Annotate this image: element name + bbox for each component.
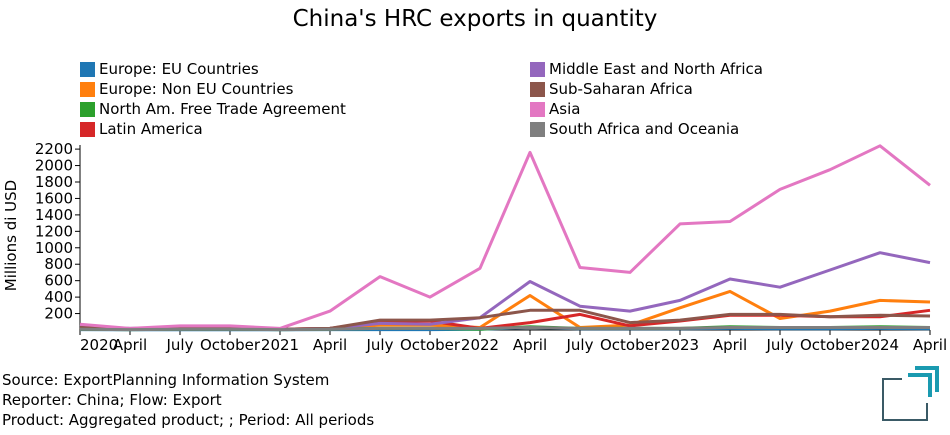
reporter-line: Reporter: China; Flow: Export — [2, 391, 222, 409]
legend-item: South Africa and Oceania — [530, 119, 739, 139]
legend-swatch — [530, 61, 545, 77]
legend-item: North Am. Free Trade Agreement — [80, 99, 346, 119]
x-tick-label: April — [913, 336, 947, 354]
legend-label: Asia — [549, 100, 581, 118]
legend-swatch — [80, 101, 95, 117]
y-tick-label: 1400 — [35, 206, 73, 224]
legend-label: South Africa and Oceania — [549, 120, 740, 138]
x-tick-label: 2022 — [461, 336, 499, 354]
chart-title: China's HRC exports in quantity — [292, 6, 658, 32]
legend-label: Europe: EU Countries — [99, 60, 259, 78]
legend-item: Asia — [530, 99, 580, 119]
y-tick-label: 1200 — [35, 222, 73, 240]
x-tick-label: April — [313, 336, 347, 354]
legend-swatch — [80, 121, 95, 137]
x-tick-label: July — [366, 336, 394, 354]
x-tick-label: April — [113, 336, 147, 354]
series-line — [79, 144, 931, 330]
legend-swatch — [80, 61, 95, 77]
series-line — [79, 326, 930, 332]
product-line: Product: Aggregated product; ; Period: A… — [2, 411, 375, 429]
y-tick-label: 1800 — [35, 173, 73, 191]
legend-item: Sub-Saharan Africa — [530, 79, 693, 99]
y-tick-label: 400 — [44, 288, 73, 306]
legend-label: North Am. Free Trade Agreement — [99, 100, 346, 118]
x-tick-label: July — [766, 336, 794, 354]
legend-item: Middle East and North Africa — [530, 59, 763, 79]
legend-swatch — [530, 101, 545, 117]
y-tick-label: 1000 — [35, 239, 73, 257]
legend-label: Latin America — [99, 120, 203, 138]
x-tick-label: October — [400, 336, 461, 354]
x-tick-label: October — [200, 336, 261, 354]
x-tick-label: October — [600, 336, 661, 354]
y-axis-title: Millions di USD — [2, 180, 20, 291]
x-tick-label: April — [513, 336, 547, 354]
x-tick-label: July — [566, 336, 594, 354]
legend-item: Europe: Non EU Countries — [80, 79, 293, 99]
x-tick-label: 2023 — [661, 336, 699, 354]
legend-label: Europe: Non EU Countries — [99, 80, 294, 98]
legend-label: Sub-Saharan Africa — [549, 80, 693, 98]
legend-label: Middle East and North Africa — [549, 60, 763, 78]
x-tick-label: July — [166, 336, 194, 354]
x-tick-label: October — [800, 336, 861, 354]
y-tick-label: 200 — [44, 305, 73, 323]
x-tick-label: 2021 — [261, 336, 299, 354]
y-tick-label: 1600 — [35, 189, 73, 207]
source-footer: Source: ExportPlanning Information Syste… — [2, 370, 374, 430]
y-tick-label: 600 — [44, 272, 73, 290]
legend-item: Europe: EU Countries — [80, 59, 259, 79]
legend-swatch — [530, 121, 545, 137]
legend-swatch — [530, 81, 545, 97]
x-tick-label: April — [713, 336, 747, 354]
y-tick-label: 2000 — [35, 157, 73, 175]
exportplanning-logo — [882, 366, 939, 421]
legend-item: Latin America — [80, 119, 203, 139]
series-line — [79, 289, 931, 331]
legend-swatch — [80, 81, 95, 97]
source-line: Source: ExportPlanning Information Syste… — [2, 371, 330, 389]
legend: Europe: EU Countries Europe: Non EU Count… — [80, 59, 800, 139]
x-tick-label: 2020 — [80, 336, 118, 354]
x-tick-label: 2024 — [861, 336, 899, 354]
series-line — [79, 251, 931, 331]
y-tick-label: 800 — [44, 255, 73, 273]
y-tick-label: 2200 — [35, 140, 73, 158]
